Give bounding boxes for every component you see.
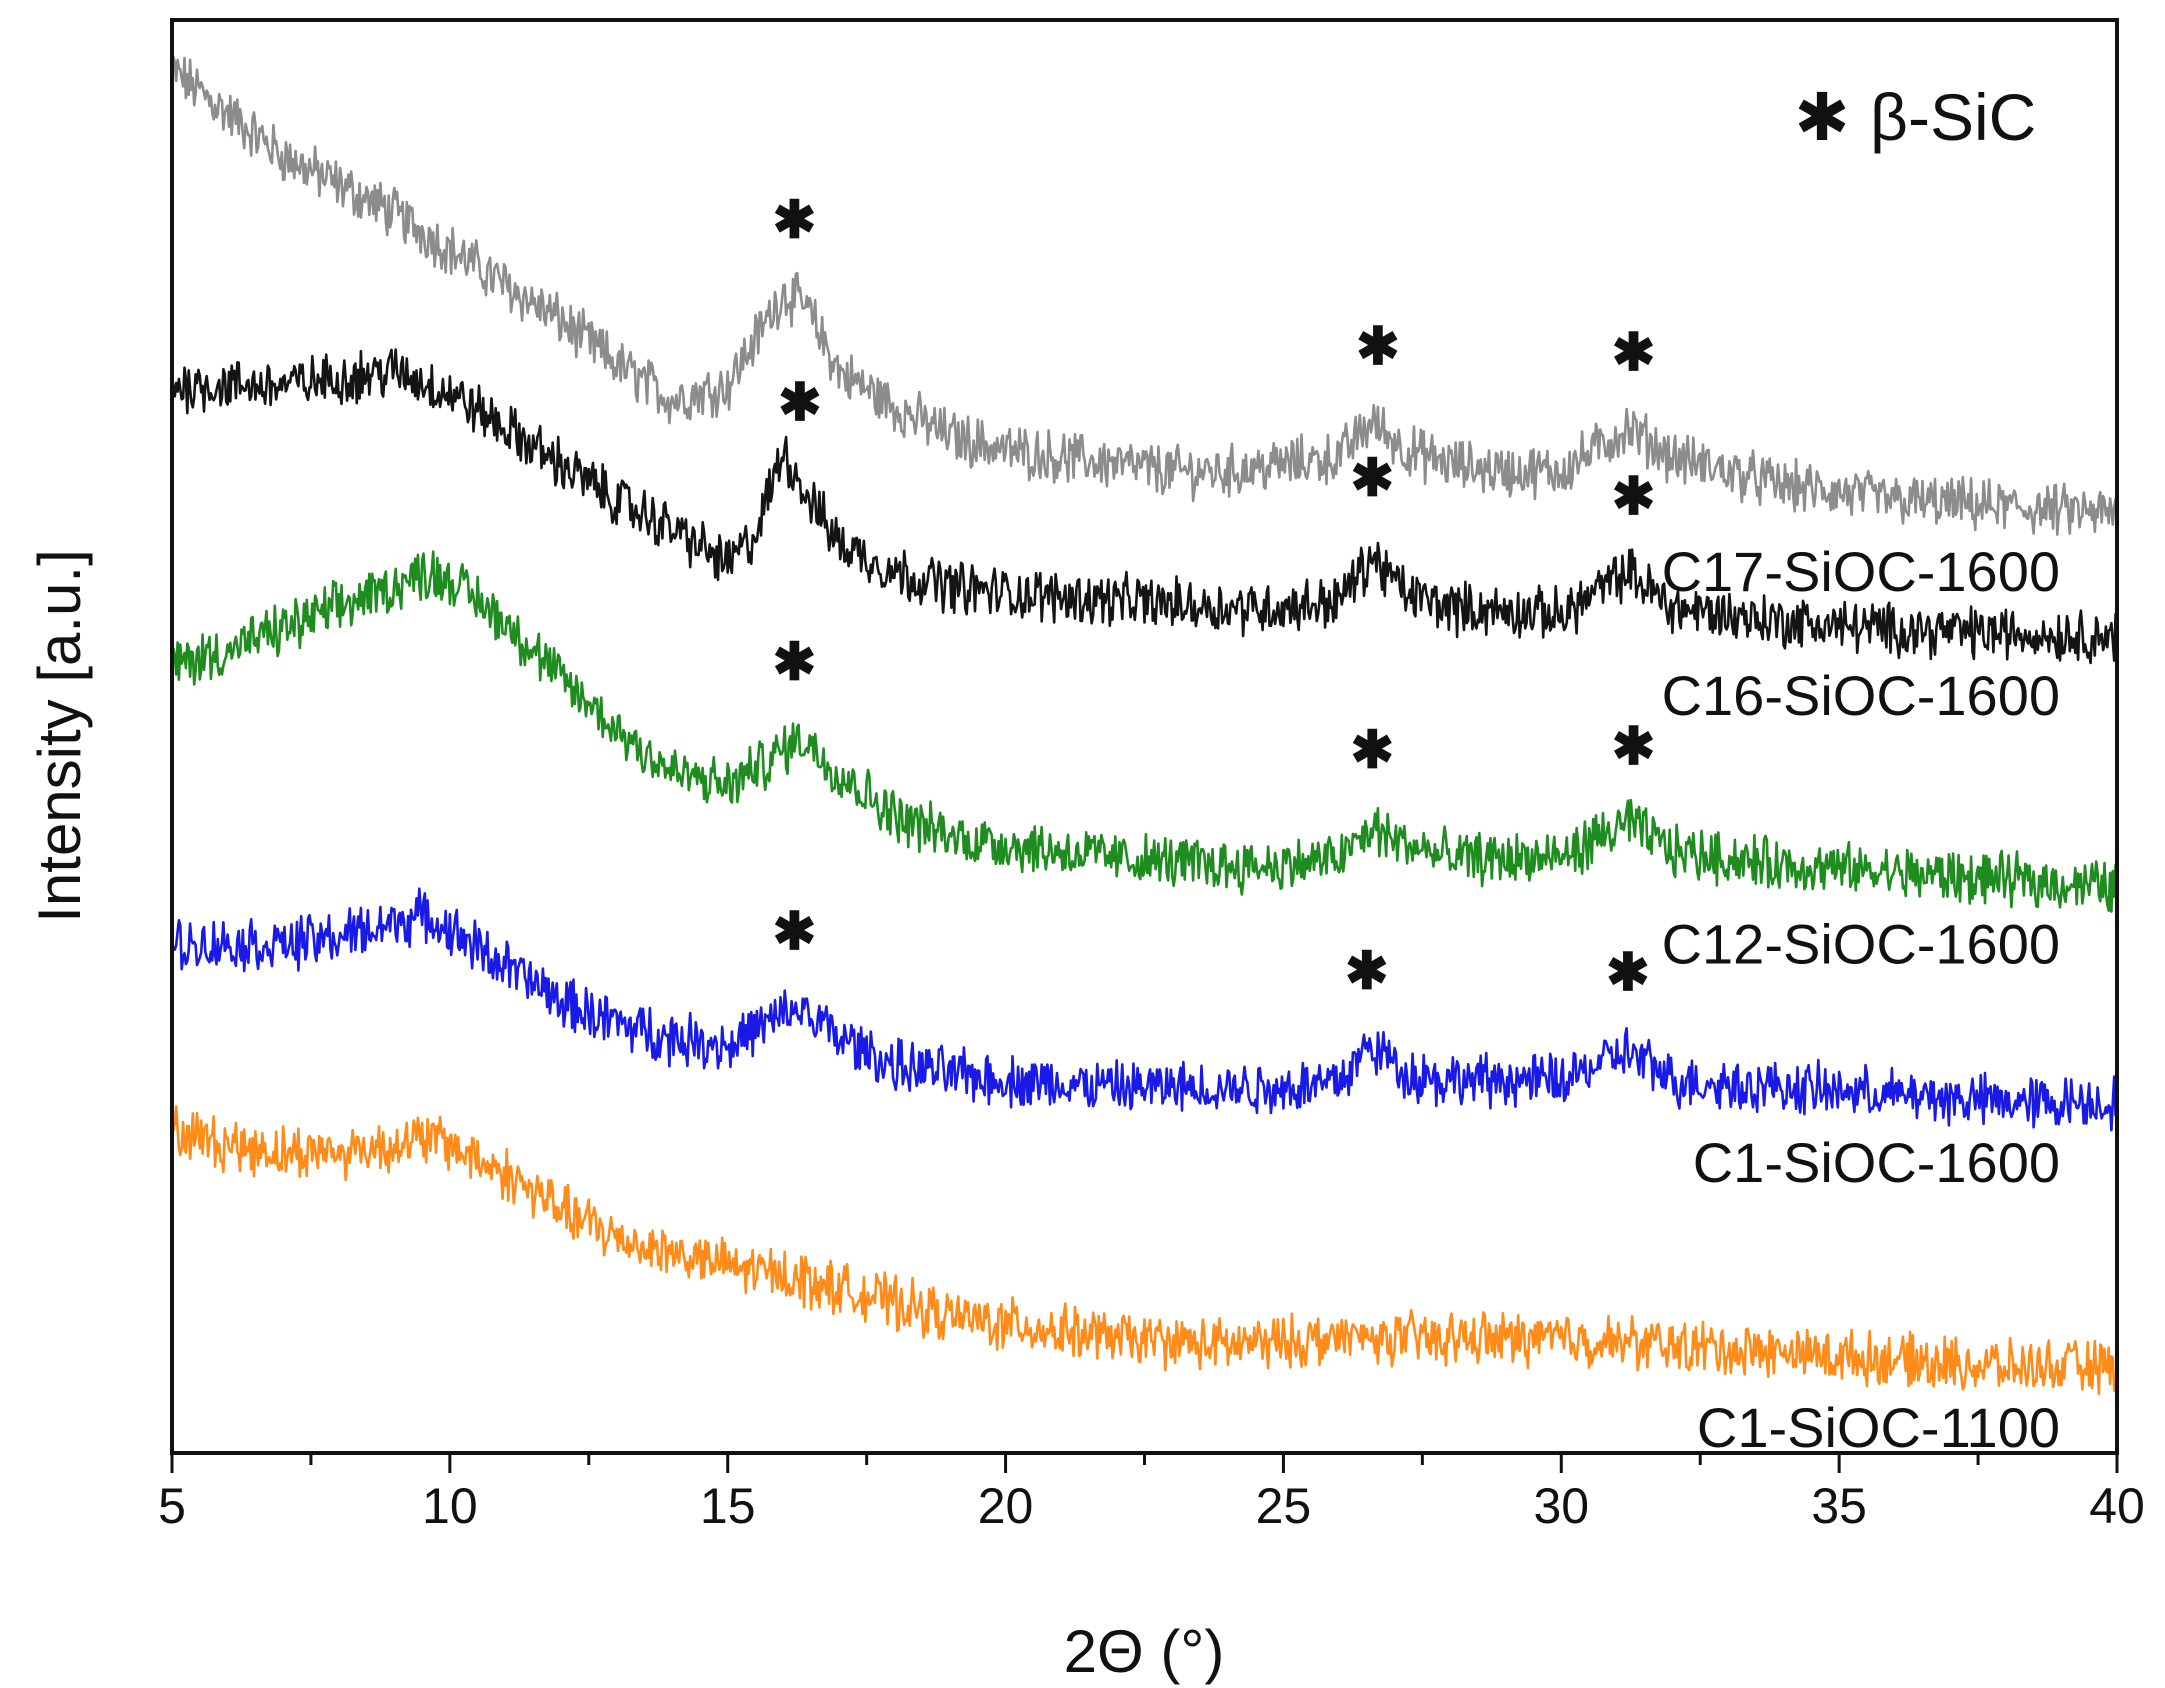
series-label-c1-sioc-1600: C1-SiOC-1600 bbox=[1693, 1131, 2060, 1194]
series-line-c17-sioc-1600 bbox=[170, 55, 2119, 536]
beta-sic-peak-marker-c17-sioc-1600-3: ✱ bbox=[1612, 324, 1656, 382]
beta-sic-peak-marker-c1-sioc-1600-1: ✱ bbox=[773, 903, 817, 961]
legend: ✱ β-SiC bbox=[1794, 80, 2036, 154]
x-axis-title: 2Θ (°) bbox=[1064, 1618, 1225, 1685]
legend-asterisk-icon: ✱ bbox=[1794, 80, 1849, 154]
y-axis-title: Intensity [a.u.] bbox=[26, 549, 93, 923]
plot-frame bbox=[170, 18, 2119, 1455]
beta-sic-peak-marker-c16-sioc-1600-3: ✱ bbox=[1612, 468, 1656, 526]
series-line-c1-sioc-1100 bbox=[170, 1105, 2119, 1396]
beta-sic-peak-marker-c12-sioc-1600-3: ✱ bbox=[1612, 718, 1656, 776]
x-tick-label-30: 30 bbox=[1533, 1478, 1589, 1534]
x-tick-label-20: 20 bbox=[978, 1478, 1034, 1534]
beta-sic-peak-marker-c17-sioc-1600-1: ✱ bbox=[773, 191, 817, 249]
legend-label: β-SiC bbox=[1870, 80, 2036, 154]
beta-sic-peak-marker-c1-sioc-1600-3: ✱ bbox=[1606, 944, 1650, 1002]
x-tick-label-40: 40 bbox=[2089, 1478, 2145, 1534]
series-label-c1-sioc-1100: C1-SiOC-1100 bbox=[1697, 1396, 2060, 1459]
x-tick-label-10: 10 bbox=[422, 1478, 478, 1534]
series-label-c17-sioc-1600: C17-SiOC-1600 bbox=[1662, 540, 2060, 603]
series-line-c12-sioc-1600 bbox=[170, 550, 2119, 913]
beta-sic-peak-marker-c16-sioc-1600-1: ✱ bbox=[778, 374, 822, 432]
beta-sic-peak-marker-c16-sioc-1600-2: ✱ bbox=[1351, 449, 1395, 507]
series-label-c12-sioc-1600: C12-SiOC-1600 bbox=[1662, 912, 2060, 975]
beta-sic-peak-marker-c12-sioc-1600-2: ✱ bbox=[1351, 722, 1395, 780]
series-line-c1-sioc-1600 bbox=[170, 887, 2119, 1132]
series-labels: C17-SiOC-1600 C16-SiOC-1600 C12-SiOC-1600 C… bbox=[1662, 540, 2060, 1459]
series-label-c16-sioc-1600: C16-SiOC-1600 bbox=[1662, 664, 2060, 727]
series-line-c16-sioc-1600 bbox=[170, 348, 2119, 665]
x-tick-label-35: 35 bbox=[1811, 1478, 1867, 1534]
x-tick-label-25: 25 bbox=[1256, 1478, 1312, 1534]
series-layer bbox=[170, 55, 2119, 1396]
beta-sic-peak-marker-c17-sioc-1600-2: ✱ bbox=[1356, 318, 1400, 376]
x-axis-ticks: 5 10 15 20 25 30 35 40 bbox=[158, 1453, 2145, 1534]
peak-marker-layer: ✱ ✱ ✱ ✱ ✱ ✱ ✱ ✱ ✱ ✱ ✱ ✱ bbox=[773, 191, 1656, 1001]
beta-sic-peak-marker-c12-sioc-1600-1: ✱ bbox=[773, 633, 817, 691]
x-tick-label-5: 5 bbox=[158, 1478, 186, 1534]
beta-sic-peak-marker-c1-sioc-1600-2: ✱ bbox=[1345, 943, 1389, 1001]
x-tick-label-15: 15 bbox=[700, 1478, 756, 1534]
